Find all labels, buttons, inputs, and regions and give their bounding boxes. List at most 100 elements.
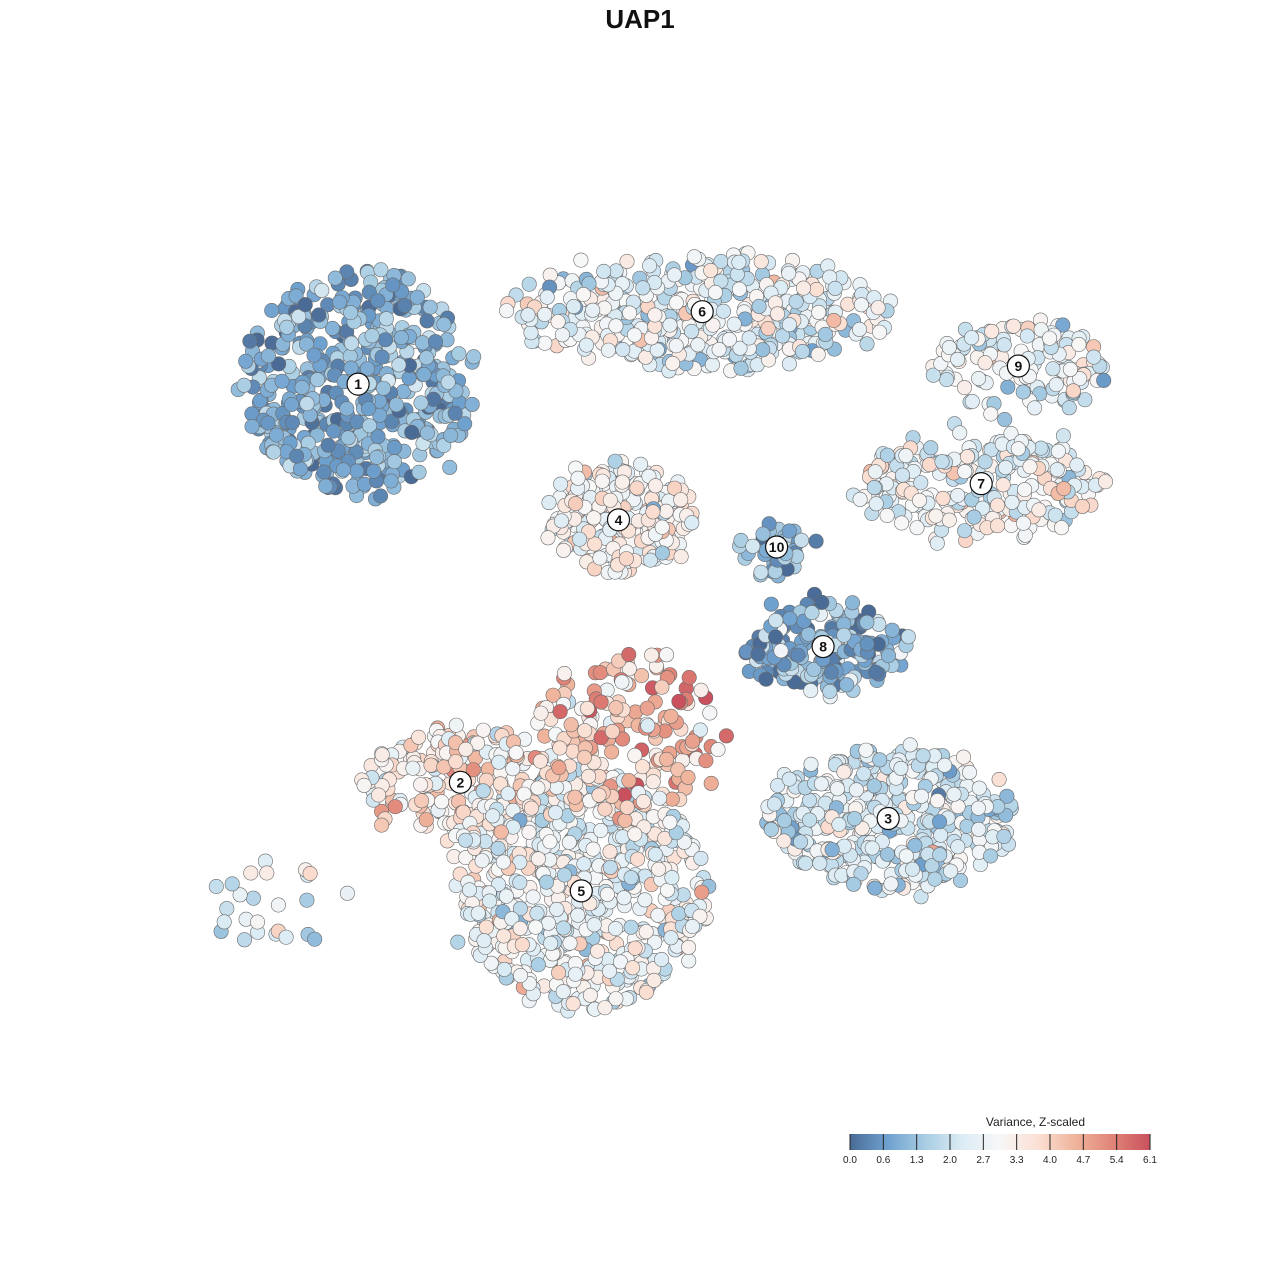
- data-point: [932, 847, 948, 863]
- data-point: [768, 629, 784, 645]
- data-point: [292, 461, 308, 477]
- data-point: [1022, 459, 1038, 475]
- data-point: [644, 647, 660, 663]
- data-point: [929, 535, 945, 551]
- legend-tick-label: 0.6: [876, 1155, 890, 1166]
- data-point: [616, 890, 632, 906]
- data-point: [561, 834, 577, 850]
- data-point: [662, 814, 678, 830]
- data-point: [824, 842, 840, 858]
- data-point: [638, 984, 654, 1000]
- data-point: [1074, 498, 1090, 514]
- data-point: [829, 781, 845, 797]
- data-point: [770, 777, 786, 793]
- data-point: [496, 928, 512, 944]
- data-point: [597, 801, 613, 817]
- data-point: [378, 311, 394, 327]
- data-point: [260, 415, 276, 431]
- data-point: [941, 339, 957, 355]
- data-point: [485, 808, 501, 824]
- data-point: [794, 343, 810, 359]
- data-point: [499, 303, 515, 319]
- data-point: [458, 741, 474, 757]
- data-point: [808, 281, 824, 297]
- data-point: [619, 799, 635, 815]
- data-point: [384, 413, 400, 429]
- data-point: [335, 462, 351, 478]
- data-point: [555, 984, 571, 1000]
- data-point: [913, 475, 929, 491]
- data-point: [686, 249, 702, 265]
- data-point: [419, 425, 435, 441]
- data-point: [1096, 372, 1112, 388]
- data-point: [966, 509, 982, 525]
- data-point: [552, 704, 568, 720]
- data-point: [288, 288, 304, 304]
- data-point: [476, 933, 492, 949]
- data-point: [702, 705, 718, 721]
- data-point: [529, 905, 545, 921]
- data-point: [577, 723, 593, 739]
- data-point: [681, 939, 697, 955]
- data-point: [961, 764, 977, 780]
- data-point: [781, 523, 797, 539]
- data-point: [755, 342, 771, 358]
- data-point: [411, 464, 427, 480]
- data-point: [551, 760, 567, 776]
- data-point: [996, 828, 1012, 844]
- data-point: [898, 448, 914, 464]
- data-point: [537, 306, 553, 322]
- data-point: [496, 961, 512, 977]
- data-point: [612, 954, 628, 970]
- data-point: [495, 854, 511, 870]
- data-point: [370, 293, 386, 309]
- data-point: [602, 859, 618, 875]
- data-point: [339, 401, 355, 417]
- data-point: [856, 766, 872, 782]
- data-point: [538, 874, 554, 890]
- data-point: [512, 901, 528, 917]
- data-point: [458, 850, 474, 866]
- data-point: [528, 919, 544, 935]
- data-point: [651, 861, 667, 877]
- data-point: [751, 298, 767, 314]
- data-point: [314, 282, 330, 298]
- data-point: [1017, 482, 1033, 498]
- data-point: [911, 492, 927, 508]
- data-point: [983, 406, 999, 422]
- data-point: [541, 495, 557, 511]
- data-point: [776, 833, 792, 849]
- data-point: [608, 700, 624, 716]
- data-point: [530, 957, 546, 973]
- data-point: [530, 851, 546, 867]
- data-point: [592, 550, 608, 566]
- data-point: [349, 414, 365, 430]
- data-point: [291, 308, 307, 324]
- data-point: [823, 664, 839, 680]
- data-point: [311, 307, 327, 323]
- data-point: [553, 476, 569, 492]
- data-point: [769, 306, 785, 322]
- data-point: [894, 467, 910, 483]
- data-point: [790, 647, 806, 663]
- data-point: [852, 491, 868, 507]
- data-point: [413, 395, 429, 411]
- data-point: [419, 313, 435, 329]
- data-point: [927, 871, 943, 887]
- data-point: [316, 464, 332, 480]
- data-point: [374, 817, 390, 833]
- data-point: [971, 780, 987, 796]
- data-point: [866, 479, 882, 495]
- data-point: [1000, 379, 1016, 395]
- data-point: [733, 360, 749, 376]
- data-point: [271, 356, 287, 372]
- data-point: [340, 430, 356, 446]
- data-point: [525, 889, 541, 905]
- data-point: [694, 884, 710, 900]
- data-point: [447, 405, 463, 421]
- data-point: [512, 967, 528, 983]
- data-point: [622, 305, 638, 321]
- data-point: [604, 744, 620, 760]
- data-point: [320, 437, 336, 453]
